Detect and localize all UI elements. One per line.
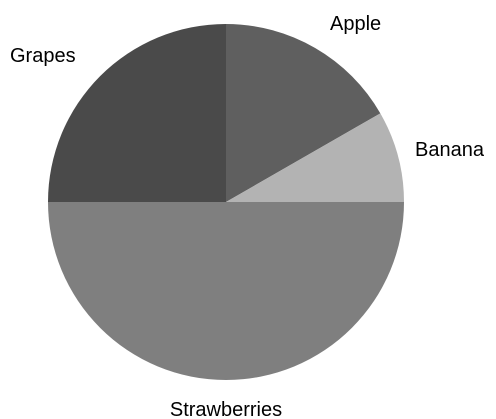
pie-slice-banana [226,113,404,202]
slice-label-apple: Apple [330,13,381,35]
pie-slice-strawberries [48,202,404,380]
pie-slice-grapes [48,24,226,202]
labels-layer: Apple Banana Strawberries Grapes [10,13,485,419]
slice-label-strawberries: Strawberries [170,399,282,419]
pie-slice-apple [226,24,381,202]
slice-label-grapes: Grapes [10,45,76,67]
slices-layer [48,24,404,380]
slice-label-banana: Banana [415,139,485,161]
